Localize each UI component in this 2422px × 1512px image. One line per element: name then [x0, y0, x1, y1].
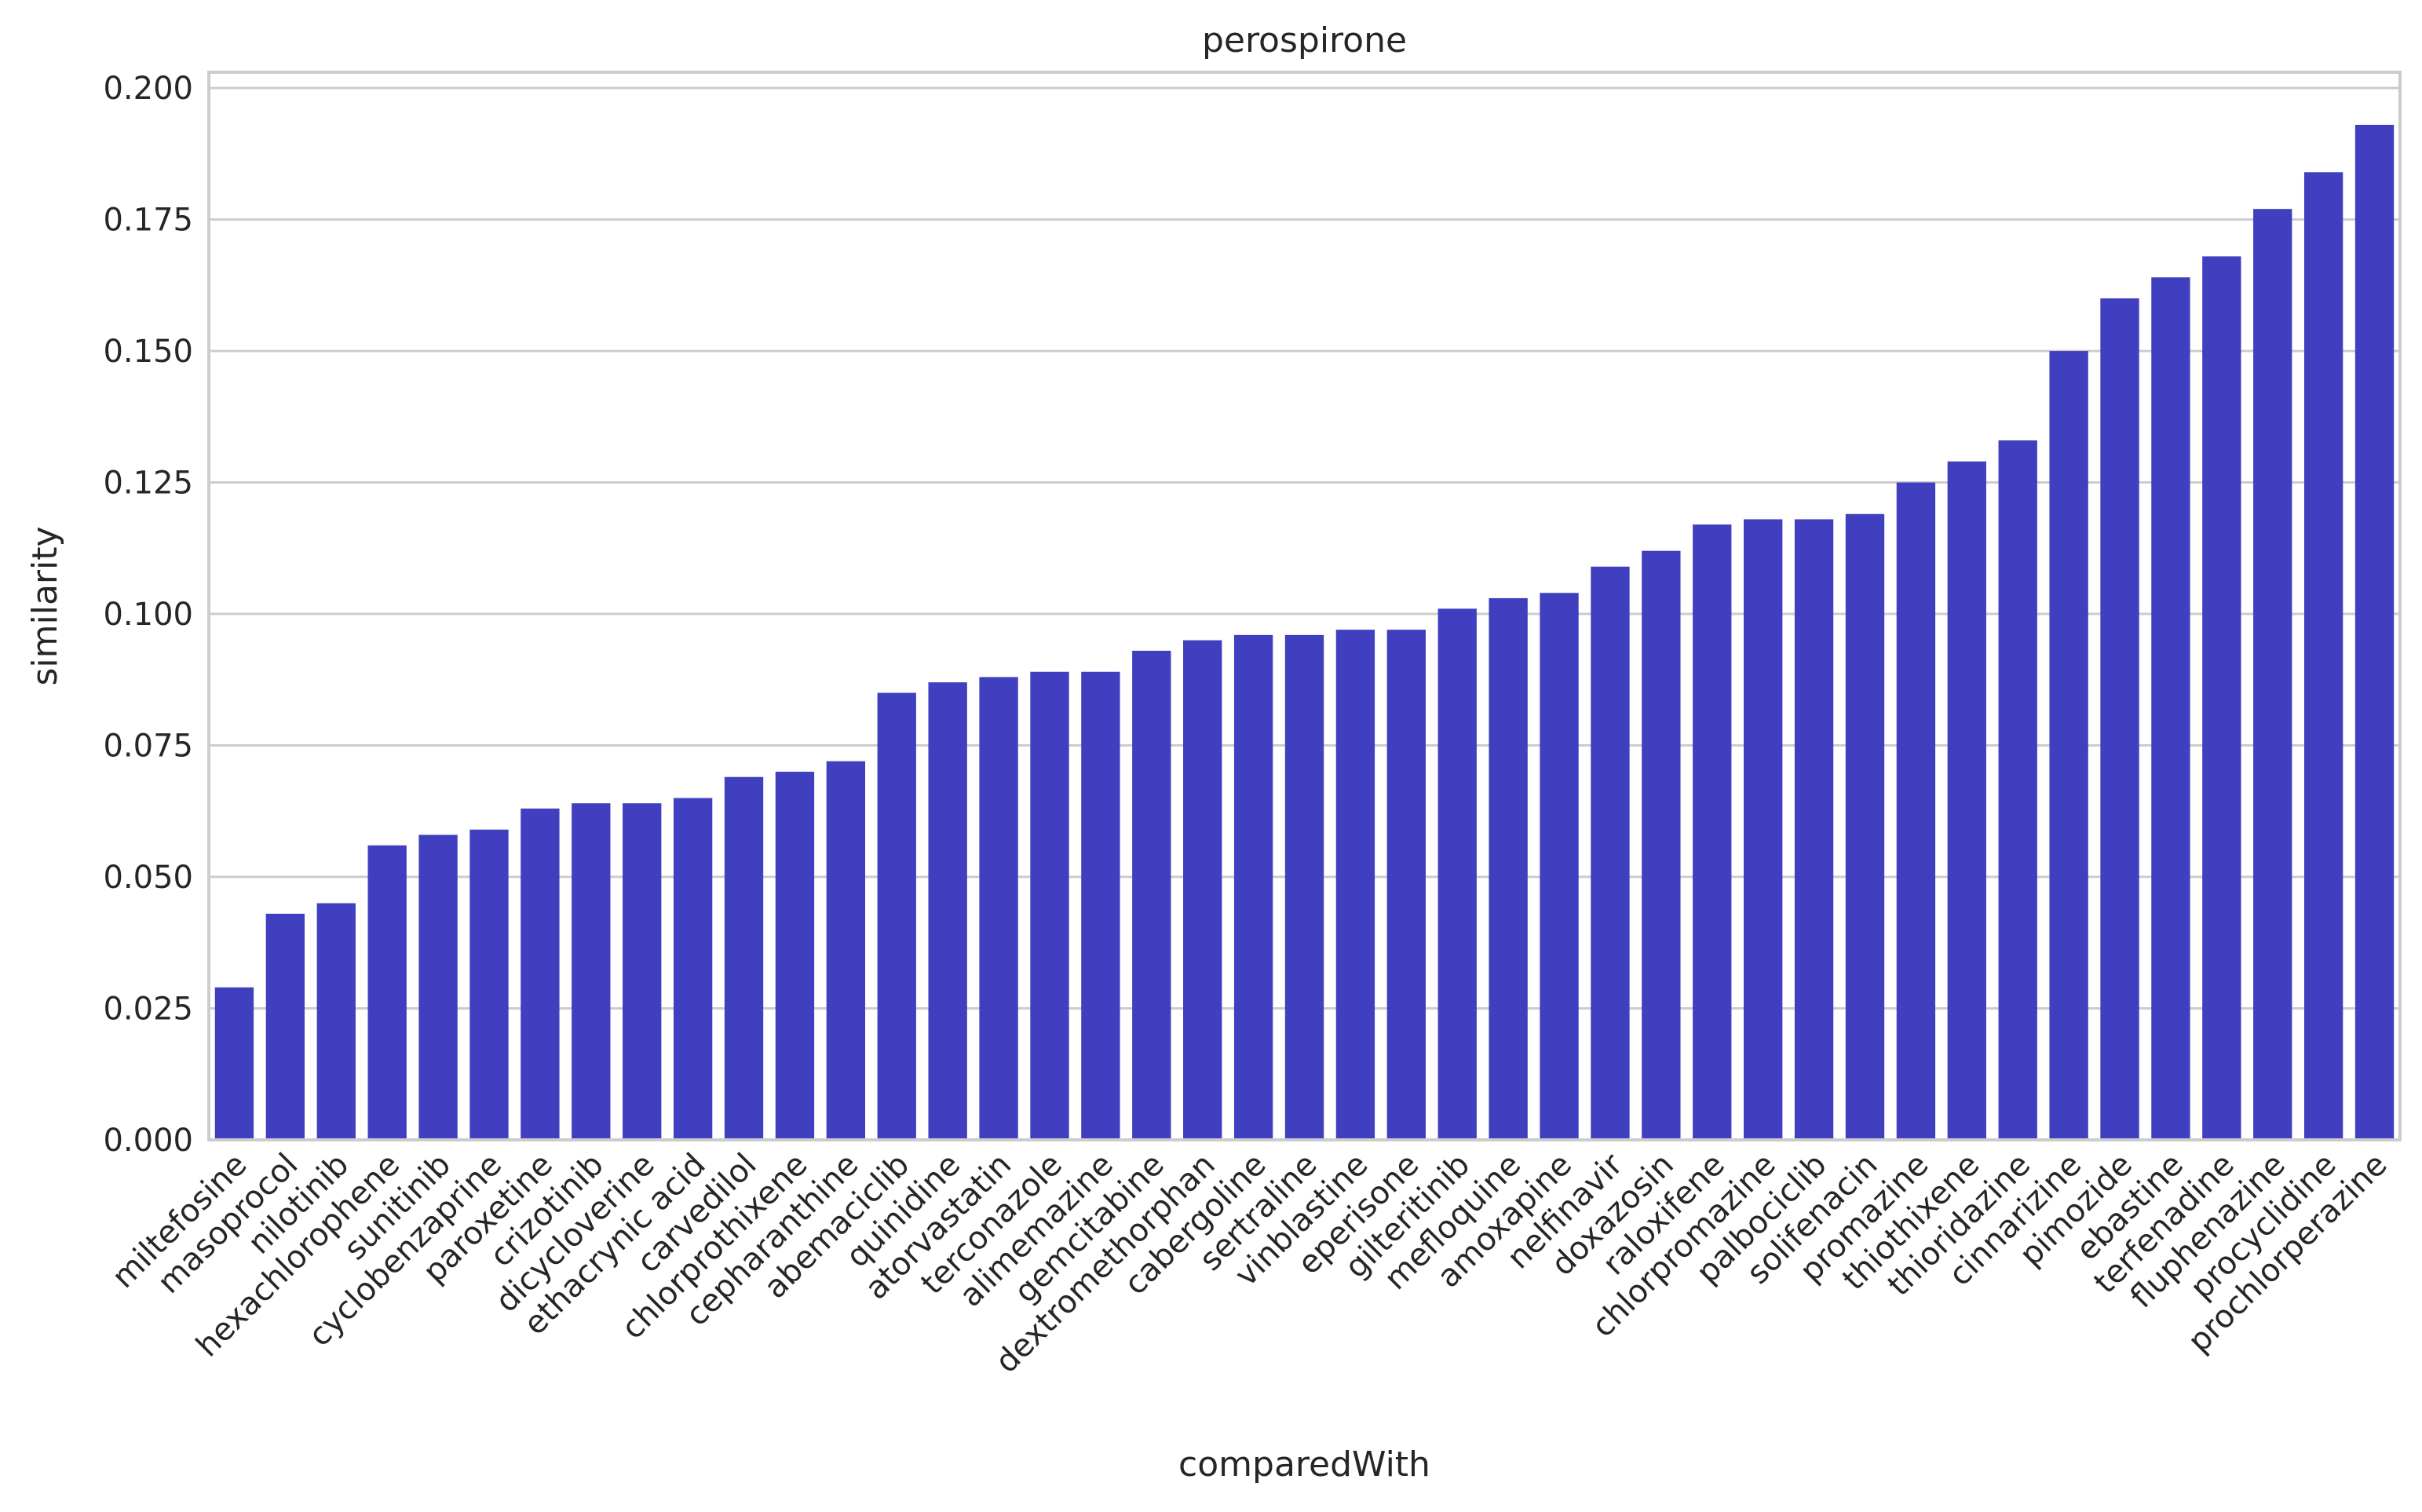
- bar-chlorpromazine: [1743, 519, 1783, 1140]
- bar-sertraline: [1284, 634, 1324, 1140]
- bar-cabergoline: [1233, 634, 1273, 1140]
- bar-ebastine: [2151, 277, 2190, 1141]
- y-tick-label: 0.150: [103, 334, 193, 370]
- bar-cinnarizine: [2049, 351, 2088, 1141]
- bar-vinblastine: [1335, 630, 1375, 1140]
- y-tick-label: 0.025: [103, 992, 193, 1028]
- bar-thiothixene: [1947, 461, 1986, 1140]
- bar-crizotinib: [572, 803, 611, 1140]
- y-tick-label: 0.050: [103, 860, 193, 896]
- bar-thioridazine: [1998, 440, 2037, 1140]
- bar-doxazosin: [1642, 550, 1681, 1140]
- bar-chlorprothixene: [775, 772, 815, 1140]
- y-tick-label: 0.200: [103, 71, 193, 107]
- bar-gilteritinib: [1437, 608, 1477, 1140]
- bar-cepharanthine: [826, 761, 866, 1140]
- bar-dextromethorphan: [1183, 640, 1222, 1140]
- bar-pimozide: [2100, 298, 2139, 1140]
- y-tick-label: 0.100: [103, 597, 193, 633]
- bar-hexachlorophene: [367, 845, 407, 1140]
- x-axis-title: comparedWith: [1178, 1444, 1430, 1485]
- bar-nelfinavir: [1591, 566, 1630, 1140]
- y-tick-label: 0.125: [103, 466, 193, 502]
- bar-amoxapine: [1540, 593, 1579, 1140]
- bar-abemaciclib: [877, 692, 916, 1140]
- y-tick-label: 0.175: [103, 203, 193, 239]
- bar-carvedilol: [724, 776, 764, 1140]
- y-tick-label: 0.000: [103, 1123, 193, 1159]
- chart-title: perospirone: [1202, 20, 1407, 60]
- bar-procyclidine: [2303, 172, 2343, 1140]
- bar-masoprocol: [265, 913, 305, 1140]
- y-axis-title: similarity: [25, 526, 65, 685]
- bar-fluphenazine: [2253, 209, 2292, 1140]
- plot-frame: [207, 71, 2402, 1141]
- bar-promazine: [1896, 482, 1936, 1140]
- bars: [214, 124, 2395, 1141]
- bar-prochlorperazine: [2354, 124, 2395, 1140]
- bar-quinidine: [928, 682, 967, 1140]
- bar-miltefosine: [214, 987, 254, 1140]
- bar-cyclobenzaprine: [469, 829, 509, 1140]
- bar-dicycloverine: [623, 803, 662, 1140]
- bar-terconazole: [1030, 671, 1069, 1140]
- bar-mefloquine: [1489, 597, 1528, 1140]
- bar-solifenacin: [1845, 513, 1885, 1140]
- y-tick-labels: 0.000 0.025 0.050 0.075 0.100 0.125 0.150 0.175…: [103, 71, 193, 1159]
- bar-nilotinib: [316, 903, 356, 1140]
- bar-raloxifene: [1693, 524, 1732, 1140]
- bar-alimemazine: [1081, 671, 1120, 1140]
- y-tick-label: 0.075: [103, 729, 193, 765]
- bar-palbociclib: [1794, 519, 1834, 1140]
- bar-atorvastatin: [979, 677, 1018, 1140]
- bar-ethacrynic-acid: [673, 798, 713, 1140]
- bar-gemcitabine: [1132, 650, 1171, 1140]
- bar-paroxetine: [521, 808, 560, 1140]
- bar-eperisone: [1386, 630, 1426, 1140]
- bar-sunitinib: [418, 835, 458, 1140]
- bar-terfenadine: [2202, 256, 2241, 1140]
